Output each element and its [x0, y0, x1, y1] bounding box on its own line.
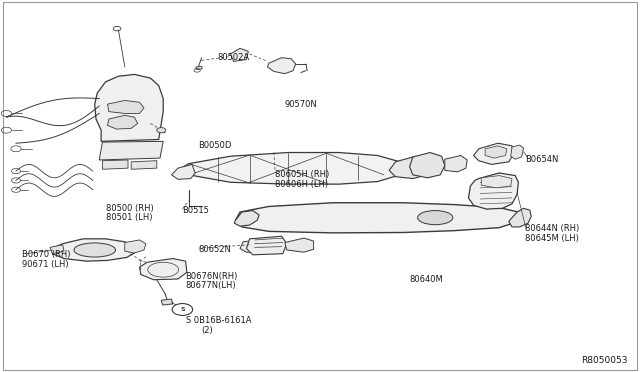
Polygon shape — [509, 208, 531, 227]
Text: 90570N: 90570N — [285, 100, 317, 109]
Polygon shape — [511, 145, 524, 159]
Text: S 0B16B-6161A: S 0B16B-6161A — [186, 316, 251, 325]
Polygon shape — [246, 236, 287, 255]
Circle shape — [172, 304, 193, 315]
Polygon shape — [179, 153, 400, 184]
Polygon shape — [234, 211, 259, 226]
Polygon shape — [108, 115, 138, 129]
Text: 80652N: 80652N — [198, 245, 231, 254]
Polygon shape — [268, 58, 296, 74]
Polygon shape — [108, 100, 144, 113]
Polygon shape — [240, 239, 282, 252]
Ellipse shape — [418, 211, 453, 225]
Polygon shape — [468, 173, 518, 209]
Text: 80640M: 80640M — [410, 275, 444, 284]
Text: 90671 (LH): 90671 (LH) — [22, 260, 69, 269]
Polygon shape — [410, 153, 445, 178]
Circle shape — [157, 128, 166, 133]
Polygon shape — [125, 240, 146, 253]
Text: 80606H (LH): 80606H (LH) — [275, 180, 328, 189]
Text: B0676N(RH): B0676N(RH) — [186, 272, 238, 280]
Text: S: S — [180, 307, 185, 312]
Text: B0670 (RH): B0670 (RH) — [22, 250, 71, 259]
Polygon shape — [445, 155, 467, 172]
Text: 80677N(LH): 80677N(LH) — [186, 281, 236, 290]
Polygon shape — [102, 160, 128, 169]
Text: R8050053: R8050053 — [580, 356, 627, 365]
Ellipse shape — [74, 243, 115, 257]
Polygon shape — [389, 157, 430, 179]
Polygon shape — [285, 238, 314, 252]
Text: 80502A: 80502A — [218, 53, 250, 62]
Polygon shape — [161, 299, 173, 305]
Text: B0050D: B0050D — [198, 141, 232, 150]
Text: 80605H (RH): 80605H (RH) — [275, 170, 330, 179]
Text: 80501 (LH): 80501 (LH) — [106, 213, 152, 222]
Polygon shape — [131, 161, 157, 169]
Polygon shape — [236, 203, 518, 233]
Text: B0515: B0515 — [182, 206, 209, 215]
Polygon shape — [52, 239, 134, 261]
Polygon shape — [95, 74, 163, 141]
Text: B0654N: B0654N — [525, 155, 558, 164]
Text: 80645M (LH): 80645M (LH) — [525, 234, 579, 243]
Polygon shape — [481, 176, 512, 188]
Polygon shape — [99, 141, 163, 160]
Polygon shape — [106, 104, 159, 127]
Polygon shape — [474, 143, 513, 164]
Text: 80644N (RH): 80644N (RH) — [525, 224, 579, 233]
Text: (2): (2) — [202, 326, 213, 335]
Polygon shape — [140, 259, 187, 280]
Text: 80500 (RH): 80500 (RH) — [106, 204, 154, 213]
Polygon shape — [485, 146, 507, 158]
Polygon shape — [50, 245, 64, 254]
Polygon shape — [230, 48, 248, 61]
Polygon shape — [196, 66, 202, 70]
Polygon shape — [172, 164, 195, 179]
